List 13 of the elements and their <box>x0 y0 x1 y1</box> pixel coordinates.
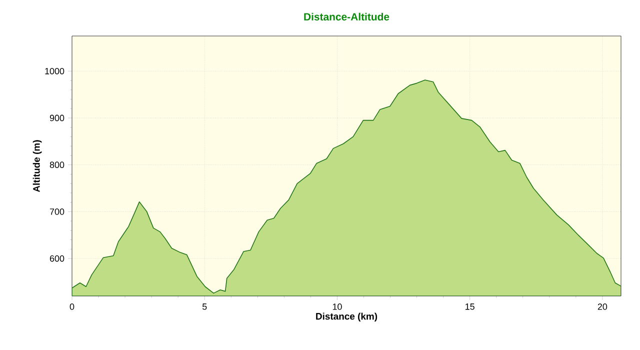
y-tick-label: 1000 <box>45 68 64 74</box>
y-axis-title: Altitude (m) <box>32 140 42 192</box>
chart-title: Distance-Altitude <box>304 12 390 21</box>
x-tick-label: 10 <box>332 304 342 310</box>
x-axis-title: Distance (km) <box>316 312 378 322</box>
x-tick-label: 15 <box>466 304 474 310</box>
x-tick-label: 20 <box>598 304 608 310</box>
y-tick-label: 700 <box>50 208 64 215</box>
y-tick-label: 900 <box>50 114 64 122</box>
x-tick-label: 5 <box>202 304 207 310</box>
y-tick-label: 800 <box>50 162 64 168</box>
x-tick-label: 0 <box>70 304 74 310</box>
y-tick-label: 600 <box>50 255 64 262</box>
